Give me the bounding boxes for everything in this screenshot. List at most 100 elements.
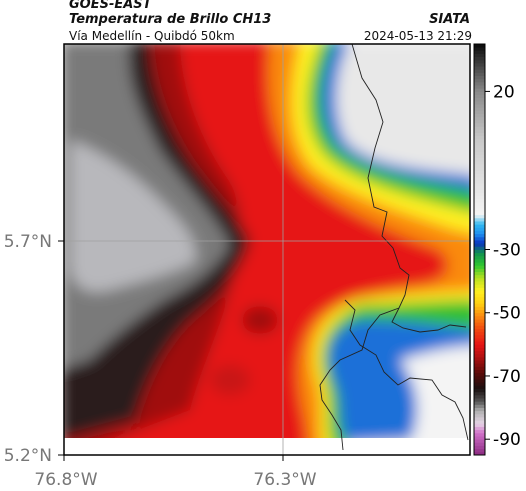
field-speckle-2 <box>242 306 278 334</box>
colorbar-segment <box>474 88 485 92</box>
colorbar-segment <box>474 186 485 190</box>
satellite-name: GOES-EAST <box>69 0 152 12</box>
colorbar-segment <box>474 104 485 108</box>
colorbar-segment <box>474 391 485 396</box>
colorbar-segment <box>474 398 485 402</box>
colorbar-segment <box>474 350 485 355</box>
colorbar-segment <box>474 274 485 279</box>
colorbar-segment <box>474 255 485 260</box>
colorbar-segment <box>474 236 485 241</box>
border-line <box>319 44 467 451</box>
colorbar-segment <box>474 451 485 456</box>
colorbar-segment <box>474 410 485 415</box>
colorbar-segment <box>474 81 485 86</box>
colorbar-segment <box>474 300 485 304</box>
colorbar-segment <box>474 160 485 165</box>
colorbar-segment <box>474 126 485 130</box>
colorbar-segment <box>474 145 485 149</box>
colorbar-segment <box>474 319 485 323</box>
colorbar-segment <box>474 107 485 111</box>
colorbar-segment <box>474 284 485 288</box>
colorbar-segment <box>474 429 485 434</box>
colorbar-segment <box>474 59 485 64</box>
colorbar-segment <box>474 53 485 58</box>
colorbar-segment <box>474 123 485 127</box>
colorbar-segment <box>474 432 485 437</box>
colorbar-segment <box>474 347 485 352</box>
colorbar-segment <box>474 227 485 231</box>
xtick-label-right: 76.3°W <box>253 470 316 490</box>
colorbar-segment <box>474 445 485 450</box>
colorbar-segment <box>474 382 485 386</box>
colorbar-segment <box>474 224 485 228</box>
colorbar-segment <box>474 97 485 102</box>
colorbar-segment <box>474 281 485 285</box>
colorbar-segment <box>474 217 485 222</box>
colorbar-segment <box>474 47 485 51</box>
colorbar-segment <box>474 75 485 80</box>
colorbar-segment <box>474 50 485 54</box>
colorbar-segment <box>474 129 485 133</box>
colorbar-segment <box>474 170 485 175</box>
field-clear-lowerright <box>400 345 470 455</box>
colorbar-segment <box>474 167 485 171</box>
colorbar-segment <box>474 69 485 73</box>
colorbar-segment <box>474 344 485 348</box>
colorbar-segment <box>474 233 485 238</box>
colorbar-segment <box>474 176 485 181</box>
colorbar-segment <box>474 148 485 152</box>
border-line-2 <box>344 299 469 441</box>
colorbar-segment <box>474 208 485 212</box>
colorbar-segment <box>474 205 485 209</box>
colorbar-segment <box>474 338 485 342</box>
colorbar-segment <box>474 420 485 424</box>
colorbar-segment <box>474 369 485 374</box>
colorbar-segment <box>474 334 485 339</box>
colorbar-segment <box>474 189 485 193</box>
colorbar-segment <box>474 436 485 440</box>
colorbar: 20 -30 -50 -70 -90 <box>473 43 521 456</box>
colorbar-segment <box>474 91 485 95</box>
colorbar-segment <box>474 164 485 168</box>
colorbar-segment <box>474 221 485 225</box>
colorbar-segment <box>474 240 485 244</box>
product-title: Temperatura de Brillo CH13 <box>69 12 272 27</box>
colorbar-segment <box>474 249 485 254</box>
field-speckle-1 <box>210 365 250 395</box>
colorbar-segment <box>474 66 485 70</box>
colorbar-segment <box>474 356 485 361</box>
colorbar-segment <box>474 138 485 143</box>
colorbar-segment <box>474 309 485 314</box>
source-label: SIATA <box>429 12 470 27</box>
colorbar-segment <box>474 179 485 184</box>
colorbar-segment <box>474 353 485 358</box>
colorbar-segment <box>474 56 485 61</box>
colorbar-segment <box>474 72 485 77</box>
colorbar-segment <box>474 293 485 298</box>
colorbar-segment <box>474 211 485 216</box>
colorbar-tick-label: 20 <box>493 82 515 102</box>
colorbar-segment <box>474 202 485 206</box>
colorbar-tick-label: -50 <box>493 304 521 324</box>
colorbar-segment <box>474 271 485 276</box>
plot-frame <box>63 43 471 456</box>
colorbar-segment <box>474 388 485 393</box>
colorbar-segment <box>474 252 485 257</box>
colorbar-segment <box>474 62 485 67</box>
colorbar-segment <box>474 372 485 377</box>
colorbar-segment <box>474 268 485 273</box>
colorbar-segment <box>474 287 485 291</box>
colorbar-segment <box>474 183 485 187</box>
colorbar-segment <box>474 363 485 367</box>
colorbar-segment <box>474 448 485 453</box>
colorbar-segment <box>474 394 485 399</box>
colorbar-segment <box>474 198 485 203</box>
field-speckle-3 <box>187 418 223 442</box>
colorbar-segment <box>474 94 485 99</box>
colorbar-segment <box>474 290 485 295</box>
colorbar-segment <box>474 100 485 105</box>
colorbar-segment <box>474 401 485 405</box>
colorbar-segment <box>474 243 485 247</box>
colorbar-segment <box>474 246 485 250</box>
